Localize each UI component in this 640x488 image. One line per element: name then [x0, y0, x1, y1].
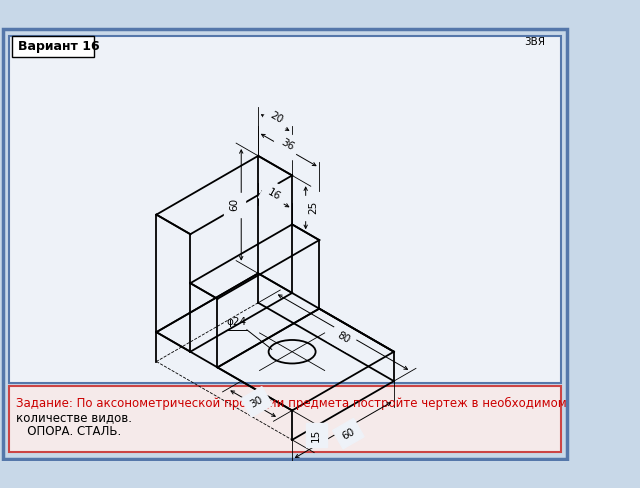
Text: φ24: φ24 [226, 317, 246, 327]
FancyBboxPatch shape [12, 36, 94, 57]
Text: 80: 80 [335, 330, 351, 345]
FancyBboxPatch shape [3, 29, 567, 459]
Text: Задание: По аксонометрической проекции предмета постройте чертеж в необходимом: Задание: По аксонометрической проекции п… [16, 397, 567, 410]
Text: 20: 20 [269, 110, 285, 126]
Text: 60: 60 [229, 198, 239, 211]
Text: 60: 60 [340, 426, 356, 441]
Text: 36: 36 [278, 137, 295, 152]
Text: 16: 16 [266, 187, 282, 202]
Text: 30: 30 [248, 394, 265, 409]
FancyBboxPatch shape [9, 36, 561, 383]
Text: 15: 15 [311, 428, 321, 442]
Text: количестве видов.: количестве видов. [16, 411, 132, 425]
Text: ОПОРА. СТАЛЬ.: ОПОРА. СТАЛЬ. [16, 425, 121, 438]
Text: 25: 25 [308, 201, 318, 214]
FancyBboxPatch shape [9, 386, 561, 452]
Text: Вариант 16: Вариант 16 [18, 40, 99, 53]
Text: 3ВЯ: 3ВЯ [524, 37, 545, 47]
